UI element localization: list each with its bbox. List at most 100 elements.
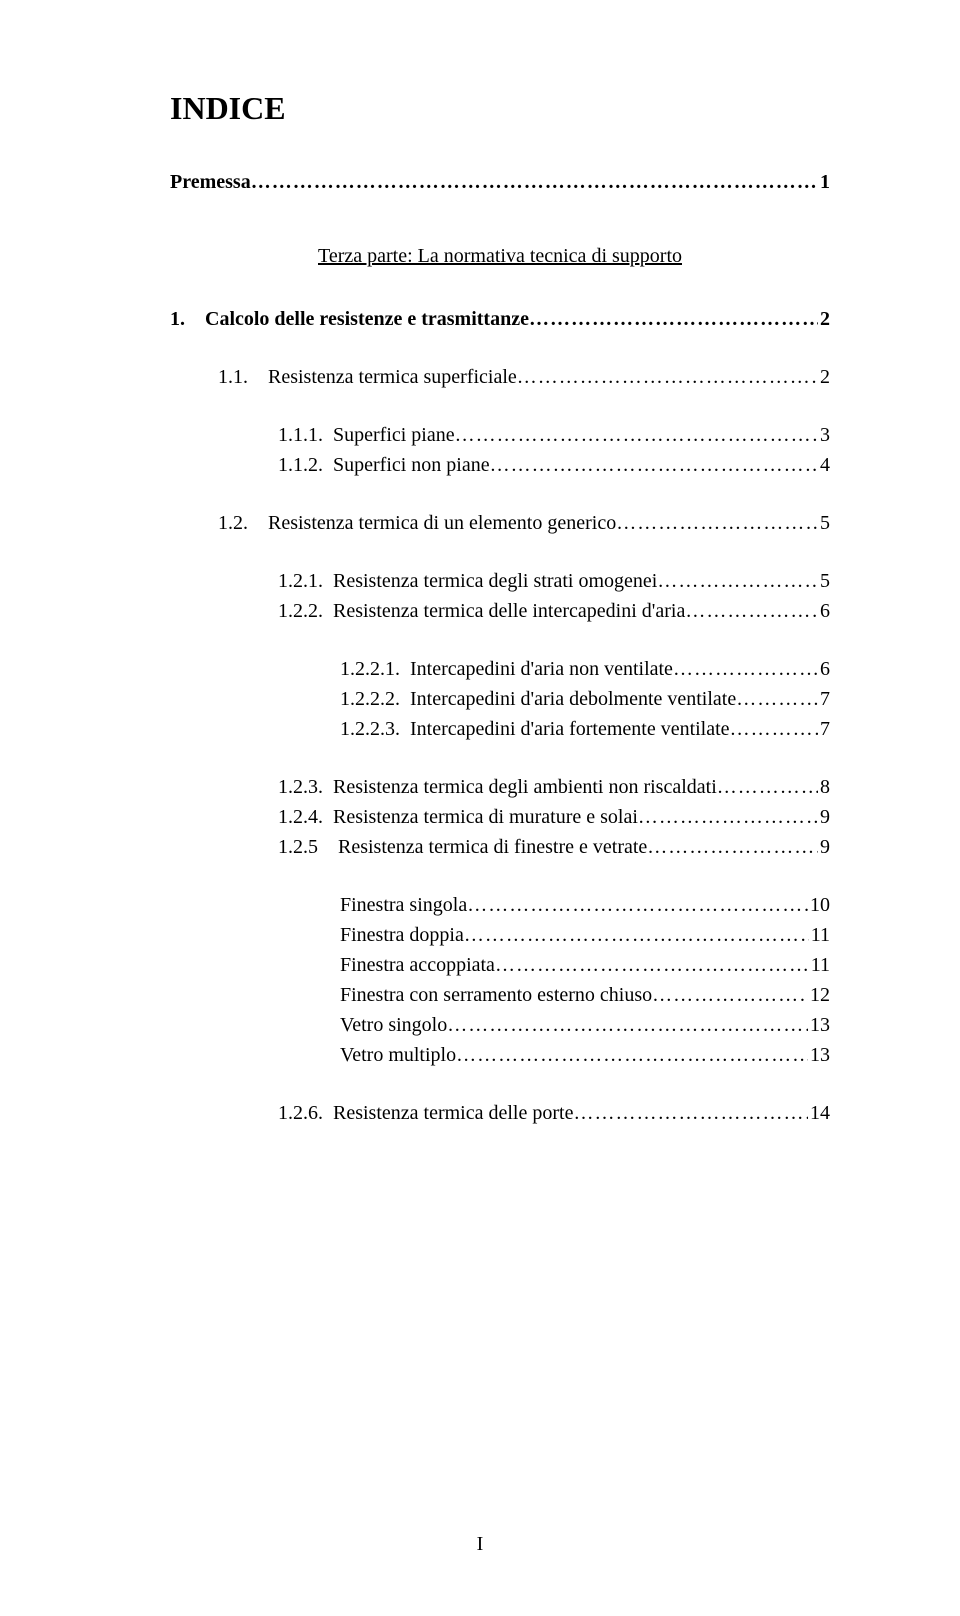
leader-dots: ……………………………………………………………………………………………………………	[464, 920, 809, 950]
entry-1-2: 1.2. Resistenza termica di un elemento g…	[170, 508, 830, 538]
entry-page: 12	[808, 980, 830, 1010]
entry-label: Calcolo delle resistenze e trasmittanze	[205, 304, 529, 334]
entry-page: 8	[818, 772, 830, 802]
entry-number: 1.1.2.	[278, 450, 333, 480]
leader-dots: ……………………………………………………………………………………………………………	[251, 167, 818, 197]
page-number: I	[0, 1533, 960, 1556]
entry-label: Superfici non piane	[333, 450, 490, 480]
entry-number: 1.2.1.	[278, 566, 333, 596]
entry-label: Finestra accoppiata	[340, 950, 495, 980]
entry-label: Finestra doppia	[340, 920, 464, 950]
entry-number: 1.2.6.	[278, 1098, 333, 1128]
entry-number: 1.2.4.	[278, 802, 333, 832]
leader-dots: ……………………………………………………………………………………………………………	[455, 420, 818, 450]
entry-label: Vetro singolo	[340, 1010, 447, 1040]
entry-page: 7	[818, 714, 830, 744]
entry-label: Resistenza termica degli strati omogenei	[333, 566, 657, 596]
entry-page: 2	[818, 362, 830, 392]
leader-dots: ……………………………………………………………………………………………………………	[490, 450, 818, 480]
entry-1-2-1: 1.2.1. Resistenza termica degli strati o…	[170, 566, 830, 596]
leader-dots: ……………………………………………………………………………………………………………	[616, 508, 818, 538]
leader-dots: ……………………………………………………………………………………………………………	[456, 1040, 808, 1070]
entry-1-2-2-2: 1.2.2.2. Intercapedini d'aria debolmente…	[170, 684, 830, 714]
leader-dots: ……………………………………………………………………………………………………………	[517, 362, 818, 392]
entry-number: 1.1.	[218, 362, 268, 392]
entry-page: 3	[818, 420, 830, 450]
entry-page: 5	[818, 566, 830, 596]
leader-dots: ……………………………………………………………………………………………………………	[529, 304, 818, 334]
entry-number: 1.2.3.	[278, 772, 333, 802]
entry-page: 5	[818, 508, 830, 538]
page-title: INDICE	[170, 90, 830, 127]
entry-page: 6	[818, 596, 830, 626]
entry-page: 2	[818, 304, 830, 334]
entry-page: 14	[808, 1098, 830, 1128]
leader-dots: ……………………………………………………………………………………………………………	[717, 772, 818, 802]
entry-number: 1.1.1.	[278, 420, 333, 450]
entry-label: Resistenza termica delle intercapedini d…	[333, 596, 685, 626]
entry-page: 10	[808, 890, 830, 920]
entry-page: 7	[818, 684, 830, 714]
leader-dots: ……………………………………………………………………………………………………………	[730, 714, 818, 744]
entry-page: 9	[818, 802, 830, 832]
entry-vetro-singolo: Vetro singolo ………………………………………………………………………	[170, 1010, 830, 1040]
entry-label: Intercapedini d'aria fortemente ventilat…	[410, 714, 730, 744]
leader-dots: ……………………………………………………………………………………………………………	[467, 890, 808, 920]
entry-page: 9	[818, 832, 830, 862]
entry-label: Vetro multiplo	[340, 1040, 456, 1070]
entry-1-2-2-1: 1.2.2.1. Intercapedini d'aria non ventil…	[170, 654, 830, 684]
leader-dots: ……………………………………………………………………………………………………………	[573, 1098, 808, 1128]
entry-finestra-serramento: Finestra con serramento esterno chiuso ……	[170, 980, 830, 1010]
entry-label: Resistenza termica di murature e solai	[333, 802, 638, 832]
entry-label: Resistenza termica superficiale	[268, 362, 517, 392]
entry-page: 1	[818, 167, 830, 197]
entry-1-2-3: 1.2.3. Resistenza termica degli ambienti…	[170, 772, 830, 802]
entry-finestra-singola: Finestra singola ………………………………………………………………	[170, 890, 830, 920]
entry-1: 1. Calcolo delle resistenze e trasmittan…	[170, 304, 830, 334]
entry-label: Resistenza termica delle porte	[333, 1098, 573, 1128]
leader-dots: ……………………………………………………………………………………………………………	[652, 980, 808, 1010]
entry-1-1-2: 1.1.2. Superfici non piane ……………………………………	[170, 450, 830, 480]
leader-dots: ……………………………………………………………………………………………………………	[673, 654, 818, 684]
entry-vetro-multiplo: Vetro multiplo ……………………………………………………………………	[170, 1040, 830, 1070]
entry-label: Intercapedini d'aria debolmente ventilat…	[410, 684, 736, 714]
leader-dots: ……………………………………………………………………………………………………………	[647, 832, 818, 862]
leader-dots: ……………………………………………………………………………………………………………	[685, 596, 818, 626]
entry-page: 11	[809, 950, 830, 980]
leader-dots: ……………………………………………………………………………………………………………	[638, 802, 818, 832]
entry-label: Resistenza termica di un elemento generi…	[268, 508, 616, 538]
entry-label: Finestra con serramento esterno chiuso	[340, 980, 652, 1010]
entry-1-2-2: 1.2.2. Resistenza termica delle intercap…	[170, 596, 830, 626]
part-heading: Terza parte: La normativa tecnica di sup…	[170, 245, 830, 268]
entry-label: Finestra singola	[340, 890, 467, 920]
entry-finestra-doppia: Finestra doppia …………………………………………………………………	[170, 920, 830, 950]
entry-label: Resistenza termica di finestre e vetrate	[338, 832, 647, 862]
entry-1-2-5: 1.2.5 Resistenza termica di finestre e v…	[170, 832, 830, 862]
entry-label: Intercapedini d'aria non ventilate	[410, 654, 673, 684]
entry-premessa: Premessa ……………………………………………………………………………………	[170, 167, 830, 197]
entry-number: 1.	[170, 304, 205, 334]
entry-1-1-1: 1.1.1. Superfici piane ………………………………………………	[170, 420, 830, 450]
entry-label: Premessa	[170, 167, 251, 197]
leader-dots: ……………………………………………………………………………………………………………	[736, 684, 818, 714]
entry-number: 1.2.2.	[278, 596, 333, 626]
entry-number: 1.2.2.2.	[340, 684, 410, 714]
entry-finestra-accoppiata: Finestra accoppiata ………………………………………………………	[170, 950, 830, 980]
leader-dots: ……………………………………………………………………………………………………………	[495, 950, 809, 980]
entry-page: 13	[808, 1040, 830, 1070]
toc-page: INDICE Premessa …………………………………………………………………	[0, 0, 960, 1616]
entry-number: 1.2.2.3.	[340, 714, 410, 744]
entry-page: 6	[818, 654, 830, 684]
entry-number: 1.2.2.1.	[340, 654, 410, 684]
entry-label: Superfici piane	[333, 420, 455, 450]
entry-1-2-6: 1.2.6. Resistenza termica delle porte ………	[170, 1098, 830, 1128]
leader-dots: ……………………………………………………………………………………………………………	[447, 1010, 808, 1040]
entry-1-1: 1.1. Resistenza termica superficiale …………	[170, 362, 830, 392]
entry-page: 13	[808, 1010, 830, 1040]
entry-page: 11	[809, 920, 830, 950]
entry-1-2-2-3: 1.2.2.3. Intercapedini d'aria fortemente…	[170, 714, 830, 744]
entry-page: 4	[818, 450, 830, 480]
entry-1-2-4: 1.2.4. Resistenza termica di murature e …	[170, 802, 830, 832]
entry-label: Resistenza termica degli ambienti non ri…	[333, 772, 717, 802]
leader-dots: ……………………………………………………………………………………………………………	[657, 566, 818, 596]
